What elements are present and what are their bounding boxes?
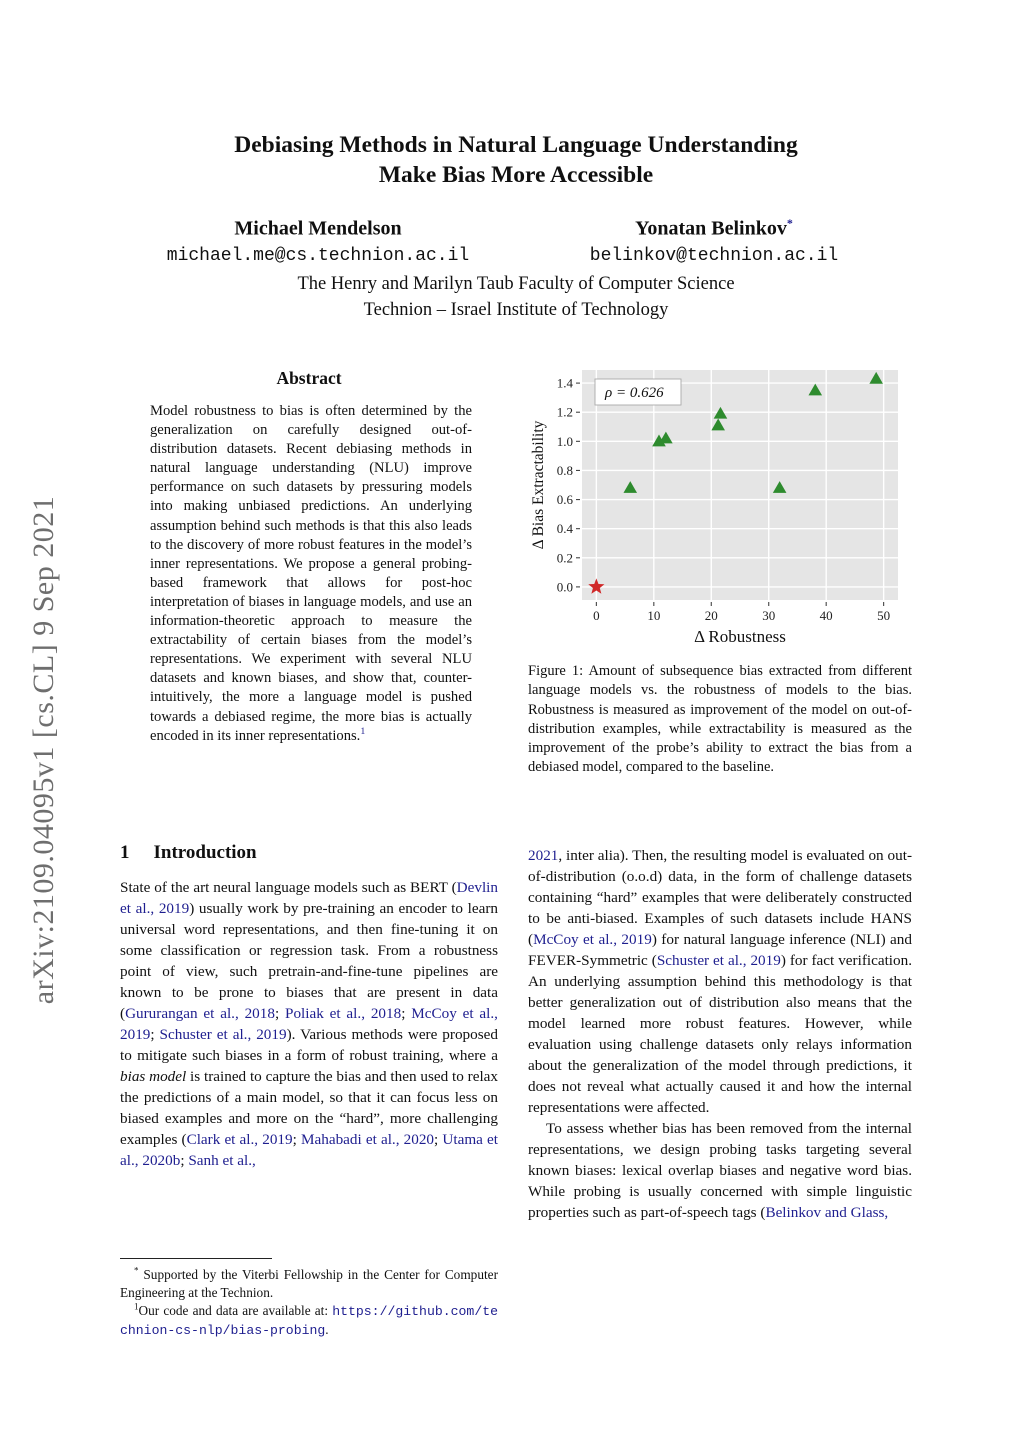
svg-text:0.4: 0.4 — [557, 521, 574, 536]
citation-link[interactable]: Poliak et al., 2018 — [285, 1005, 402, 1022]
text-segment: ; — [150, 1026, 160, 1043]
text-segment: bias model — [120, 1068, 187, 1085]
citation-link[interactable]: Clark et al., 2019 — [186, 1131, 293, 1148]
citation-link[interactable]: Schuster et al., 2019 — [656, 952, 781, 969]
right-column: 0 10 20 30 40 50 0.0 0.2 0.4 0.6 0.8 1.0 1.2 1.4 ρ = 0… — [528, 358, 912, 1340]
citation-link[interactable]: Devlin et al., 2019 — [120, 879, 498, 917]
affiliation-line-2: Technion – Israel Institute of Technolog… — [363, 299, 669, 320]
text-segment: ; — [274, 1005, 286, 1022]
author-2: Yonatan Belinkov* belinkov@technion.ac.i… — [516, 211, 912, 267]
citation-link[interactable]: Sanh et al., — [188, 1152, 256, 1169]
footnote-block: * Supported by the Viterbi Fellowship in… — [120, 1257, 498, 1340]
author-name-text: Michael Mendelson — [234, 217, 402, 240]
footnote-thanks: * Supported by the Viterbi Fellowship in… — [120, 1266, 498, 1302]
citation-link[interactable]: 1 — [360, 725, 366, 737]
svg-text:50: 50 — [877, 608, 890, 623]
text-segment: ; — [292, 1131, 301, 1148]
body-paragraph-1: 2021, inter alia). Then, the resulting m… — [528, 845, 912, 1118]
text-segment: ; — [434, 1131, 443, 1148]
paper-title-line-1: Debiasing Methods in Natural Language Un… — [234, 132, 798, 158]
text-segment: . — [325, 1322, 329, 1338]
url-link[interactable]: https://github.com/technion-cs-nlp/bias-… — [120, 1304, 498, 1339]
svg-text:1.0: 1.0 — [557, 434, 573, 449]
citation-link[interactable]: Utama et al., 2020b — [120, 1131, 498, 1169]
text-segment: ) usually work by pre-training an encode… — [120, 900, 498, 1022]
author-footnote-mark: * — [786, 216, 793, 230]
svg-text:0: 0 — [593, 608, 600, 623]
svg-text:0.8: 0.8 — [557, 463, 573, 478]
text-segment: ; — [401, 1005, 412, 1022]
citation-link[interactable]: McCoy et al., 2019 — [120, 1005, 498, 1043]
citation-link[interactable]: Gururangan et al., 2018 — [125, 1005, 275, 1022]
citation-link[interactable]: Belinkov and Glass, — [765, 1204, 889, 1221]
section-number: 1 — [120, 842, 130, 863]
svg-text:30: 30 — [762, 608, 775, 623]
author-2-email: belinkov@technion.ac.il — [589, 245, 839, 266]
footnote-rule — [120, 1257, 272, 1259]
text-segment: ) for natural language inference (NLI) a… — [528, 931, 912, 969]
body-paragraph-2: To assess whether bias has been removed … — [528, 1118, 912, 1223]
svg-text:1.4: 1.4 — [557, 376, 574, 391]
svg-text:0.6: 0.6 — [557, 492, 574, 507]
affiliation: The Henry and Marilyn Taub Faculty of Co… — [120, 272, 912, 323]
section-heading-introduction: 1 Introduction — [120, 841, 498, 865]
text-segment: State of the art neural language models … — [120, 879, 457, 896]
scatter-plot-svg: 0 10 20 30 40 50 0.0 0.2 0.4 0.6 0.8 1.0 1.2 1.4 ρ = 0… — [530, 370, 898, 646]
text-segment: 1 — [134, 1301, 139, 1312]
text-segment: Model robustness to bias is often determ… — [150, 403, 472, 744]
citation-link[interactable]: Mahabadi et al., 2020 — [300, 1131, 435, 1148]
author-1-email: michael.me@cs.technion.ac.il — [166, 245, 470, 266]
intro-paragraph: State of the art neural language models … — [120, 877, 498, 1171]
text-segment: ; — [180, 1152, 189, 1169]
text-segment: Supported by the Viterbi Fellowship in t… — [120, 1266, 498, 1300]
author-name-text: Yonatan Belinkov — [635, 217, 787, 240]
text-segment: is trained to capture the bias and then … — [120, 1068, 498, 1148]
svg-text:0.0: 0.0 — [557, 579, 573, 594]
text-segment: ). Various methods were proposed to miti… — [120, 1026, 498, 1064]
svg-text:1.2: 1.2 — [557, 405, 573, 420]
author-2-name: Yonatan Belinkov* — [516, 211, 912, 241]
author-1-name: Michael Mendelson — [120, 211, 516, 241]
authors-row: Michael Mendelson michael.me@cs.technion… — [120, 211, 912, 267]
paper-title-line-2: Make Bias More Accessible — [378, 162, 654, 188]
arxiv-stamp: arXiv:2109.04095v1 [cs.CL] 9 Sep 2021 — [27, 495, 60, 1005]
citation-link[interactable]: McCoy et al., 2019 — [533, 931, 652, 948]
text-segment: ) for fact verification. An underlying a… — [528, 952, 912, 1116]
abstract-text: Model robustness to bias is often determ… — [150, 402, 472, 824]
paper-title: Debiasing Methods in Natural Language Un… — [120, 130, 912, 190]
footnote-code-link: 1Our code and data are available at: htt… — [120, 1302, 498, 1340]
svg-text:ρ = 0.626: ρ = 0.626 — [604, 385, 664, 401]
abstract-heading: Abstract — [276, 368, 342, 388]
citation-link[interactable]: Schuster et al., 2019 — [159, 1026, 287, 1043]
text-segment: To assess whether bias has been removed … — [528, 1120, 912, 1221]
svg-text:20: 20 — [705, 608, 718, 623]
left-column: Abstract Model robustness to bias is oft… — [120, 358, 498, 1340]
author-1: Michael Mendelson michael.me@cs.technion… — [120, 211, 516, 267]
svg-text:Δ Bias Extractability: Δ Bias Extractability — [530, 420, 547, 549]
section-title: Introduction — [153, 842, 257, 863]
svg-text:40: 40 — [820, 608, 833, 623]
svg-text:10: 10 — [647, 608, 660, 623]
two-column-body: Abstract Model robustness to bias is oft… — [120, 358, 912, 1340]
text-segment: * — [134, 1265, 139, 1276]
citation-link[interactable]: 2021 — [528, 847, 559, 864]
figure-plot: 0 10 20 30 40 50 0.0 0.2 0.4 0.6 0.8 1.0 1.2 1.4 ρ = 0… — [528, 358, 912, 650]
text-segment: , inter alia). Then, the resulting model… — [528, 847, 912, 948]
affiliation-line-1: The Henry and Marilyn Taub Faculty of Co… — [297, 274, 735, 294]
svg-text:Δ Robustness: Δ Robustness — [694, 627, 786, 646]
svg-text:0.2: 0.2 — [557, 550, 573, 565]
figure-caption: Figure 1: Amount of subsequence bias ext… — [528, 663, 912, 776]
text-segment: Our code and data are available at: — [138, 1303, 333, 1319]
